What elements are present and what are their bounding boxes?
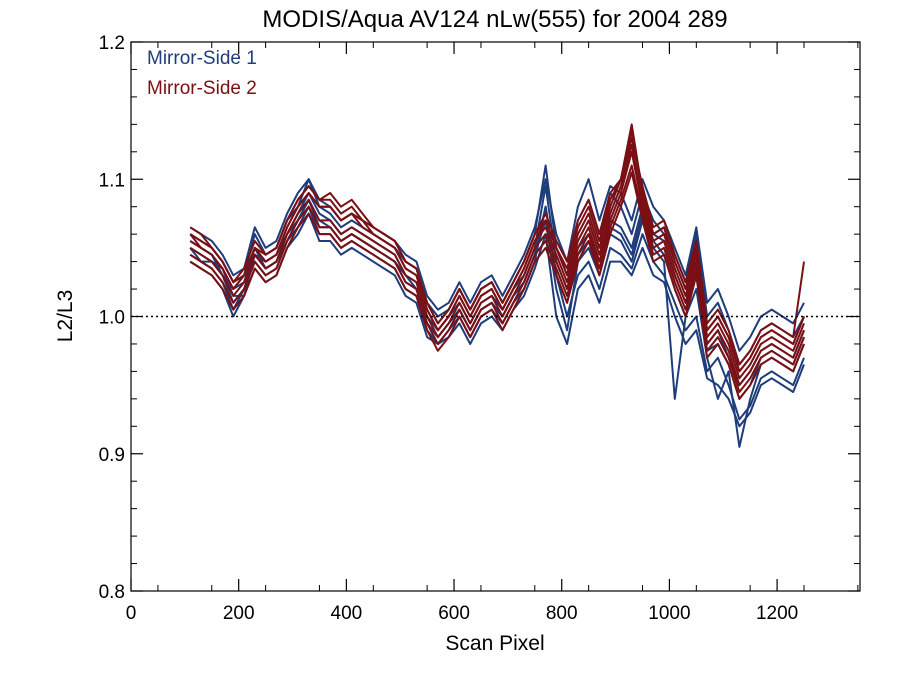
x-tick-label: 0 bbox=[126, 603, 137, 624]
y-tick-label: 1.2 bbox=[99, 33, 125, 54]
chart-title: MODIS/Aqua AV124 nLw(555) for 2004 289 bbox=[262, 6, 727, 33]
x-tick-label: 200 bbox=[223, 603, 255, 624]
legend: Mirror-Side 1 Mirror-Side 2 bbox=[147, 48, 257, 99]
y-tick-label: 0.8 bbox=[99, 582, 125, 603]
series-line-mirror-side-2 bbox=[189, 130, 805, 373]
legend-item-mirror-side-2: Mirror-Side 2 bbox=[147, 78, 257, 99]
y-tick-label: 1.0 bbox=[99, 308, 125, 329]
series-line-mirror-side-2 bbox=[189, 164, 805, 393]
x-tick-label: 800 bbox=[546, 603, 578, 624]
x-tick-label: 1200 bbox=[756, 603, 798, 624]
y-tick-label: 0.9 bbox=[99, 445, 125, 466]
x-tick-label: 1000 bbox=[648, 603, 690, 624]
y-axis-label: L2/L3 bbox=[54, 290, 77, 343]
x-tick-label: 400 bbox=[331, 603, 363, 624]
series-line-mirror-side-1 bbox=[189, 212, 805, 428]
plot-frame bbox=[130, 41, 861, 592]
series-line-mirror-side-1 bbox=[189, 178, 805, 352]
x-tick-label: 600 bbox=[438, 603, 470, 624]
legend-item-mirror-side-1: Mirror-Side 1 bbox=[147, 48, 257, 69]
series-layer bbox=[189, 123, 805, 448]
x-axis-label: Scan Pixel bbox=[445, 632, 544, 655]
series-line-mirror-side-1 bbox=[189, 164, 805, 366]
y-tick-label: 1.1 bbox=[99, 170, 125, 191]
